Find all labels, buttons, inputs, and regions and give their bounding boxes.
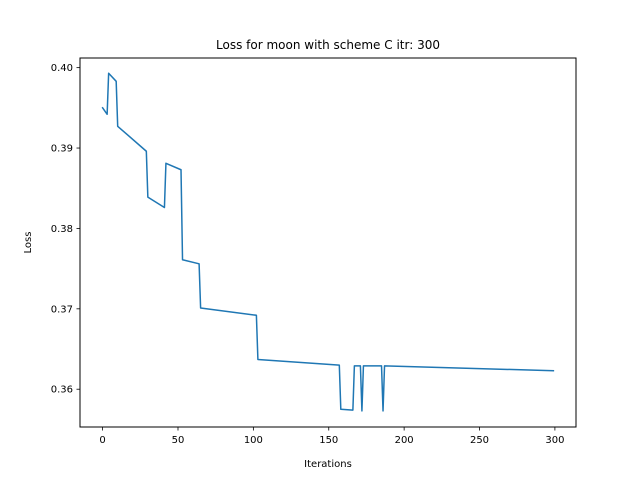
y-tick-label: 0.40	[51, 63, 73, 74]
plot-area	[101, 72, 555, 412]
y-tick-label: 0.36	[51, 385, 73, 396]
y-axis-label: Loss	[23, 232, 34, 254]
x-axis: 0 50 100 150 200 250 300	[99, 427, 564, 446]
y-tick-label: 0.39	[51, 144, 73, 155]
y-tick-label: 0.37	[51, 304, 73, 315]
y-axis: 0.36 0.37 0.38 0.39 0.40	[51, 63, 80, 396]
y-tick-label: 0.38	[51, 224, 73, 235]
x-tick-label: 250	[470, 435, 489, 446]
x-tick-label: 150	[319, 435, 338, 446]
x-tick-label: 300	[545, 435, 564, 446]
x-tick-label: 100	[244, 435, 263, 446]
axes-frame	[79, 57, 577, 428]
x-tick-label: 200	[395, 435, 414, 446]
chart-title: Loss for moon with scheme C itr: 300	[216, 38, 440, 52]
series-line-0	[101, 72, 555, 412]
x-tick-label: 0	[99, 435, 105, 446]
x-tick-label: 50	[172, 435, 185, 446]
x-axis-label: Iterations	[304, 459, 352, 470]
